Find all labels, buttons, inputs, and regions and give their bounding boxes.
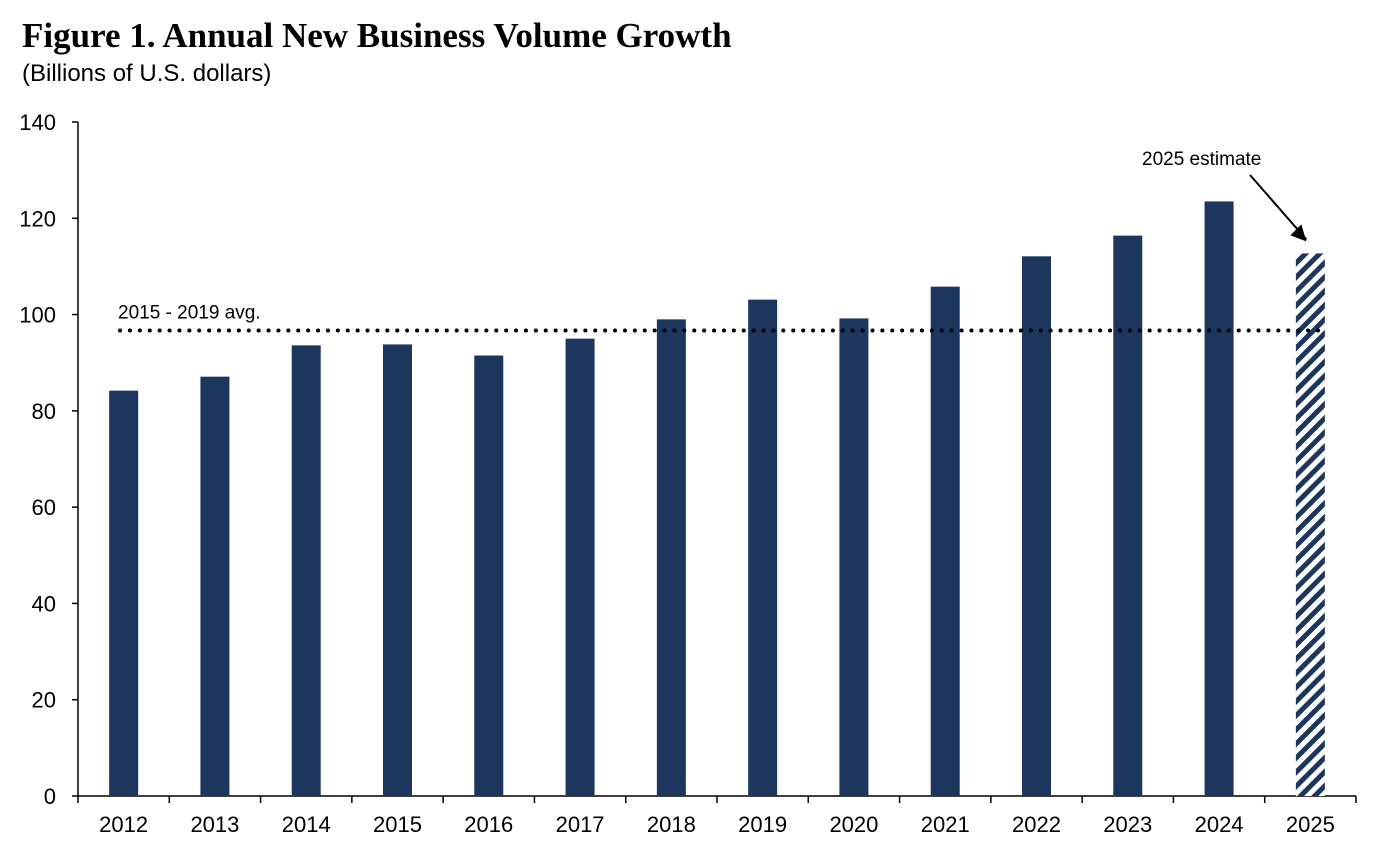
bar: [748, 299, 778, 796]
annotation-label: 2025 estimate: [1142, 149, 1261, 170]
x-tick-label: 2012: [99, 812, 148, 837]
x-tick-label: 2021: [921, 812, 970, 837]
y-tick-label: 120: [19, 206, 56, 231]
x-tick-label: 2022: [1012, 812, 1061, 837]
y-tick-label: 100: [19, 303, 56, 328]
x-tick-label: 2016: [464, 812, 513, 837]
bar: [291, 345, 321, 796]
y-tick-label: 0: [44, 784, 56, 809]
bar: [1113, 235, 1143, 797]
bar: [109, 390, 139, 796]
bar: [474, 355, 504, 796]
bar-estimate: [1295, 253, 1325, 796]
x-tick-label: 2015: [373, 812, 422, 837]
y-tick-label: 140: [19, 110, 56, 135]
arrow-head-icon: [1290, 224, 1307, 242]
y-tick-label: 80: [32, 399, 56, 424]
bar: [383, 344, 412, 796]
x-tick-label: 2024: [1195, 812, 1244, 837]
y-tick-label: 20: [32, 688, 56, 713]
x-tick-label: 2020: [829, 812, 878, 837]
bar: [1204, 201, 1234, 796]
annotation-arrow: [1249, 174, 1308, 241]
x-tick-label: 2023: [1103, 812, 1152, 837]
bar: [930, 286, 960, 796]
x-tick-label: 2014: [282, 812, 331, 837]
chart-title: Figure 1. Annual New Business Volume Gro…: [22, 16, 732, 55]
bar: [656, 319, 686, 796]
y-tick-label: 60: [32, 495, 56, 520]
x-tick-label: 2013: [190, 812, 239, 837]
x-tick-label: 2025: [1286, 812, 1335, 837]
x-tick-label: 2019: [738, 812, 787, 837]
x-tick-label: 2018: [647, 812, 696, 837]
chart-subtitle: (Billions of U.S. dollars): [22, 60, 272, 87]
bar: [839, 318, 869, 796]
bar: [1022, 256, 1051, 796]
y-tick-label: 40: [32, 591, 56, 616]
bar: [565, 338, 595, 796]
bar: [200, 376, 230, 796]
reference-line-label: 2015 - 2019 avg.: [118, 302, 261, 323]
x-tick-label: 2017: [556, 812, 605, 837]
